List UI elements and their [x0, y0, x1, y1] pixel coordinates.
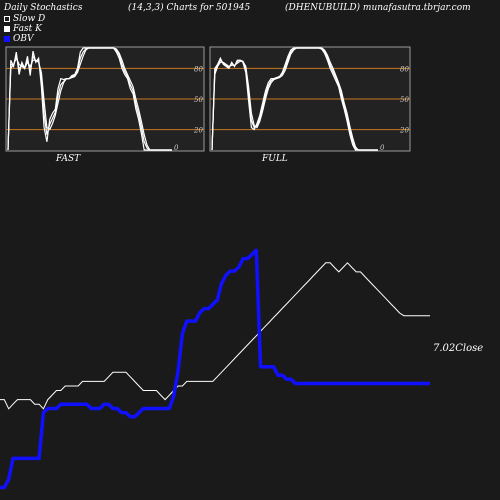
full-series-line-2 — [211, 47, 378, 151]
legend-swatch-obv — [4, 36, 10, 42]
fast-series-line-2 — [7, 47, 172, 151]
chart-params: (14,3,3) Charts for 501945 — [128, 3, 251, 13]
close-annotation: 7.02Close — [433, 343, 483, 354]
chart-source: (DHENUBUILD) munafasutra.tbrjar.com — [285, 3, 471, 13]
panel-title-fast: FAST — [56, 154, 81, 164]
legend-item-obv: OBV — [4, 34, 34, 44]
fast-ytick-20: 20 — [193, 127, 203, 135]
legend-label-slow-d: Slow D — [13, 14, 46, 24]
legend-label-obv: OBV — [13, 34, 34, 44]
legend-item-slow-d: Slow D — [4, 14, 45, 24]
legend-swatch-slow-d — [4, 16, 10, 22]
full-ytick-0: 0 — [380, 144, 385, 152]
full-ytick-20: 20 — [399, 127, 409, 135]
obv-line — [0, 248, 430, 490]
legend-item-fast-k: Fast K — [4, 24, 42, 34]
panel-title-full: FULL — [262, 154, 288, 164]
fast-ytick-0: 0 — [174, 144, 179, 152]
fast-ytick-50: 50 — [194, 96, 203, 104]
legend-swatch-fast-k — [4, 26, 10, 32]
full-ytick-50: 50 — [400, 96, 409, 104]
full-ytick-80: 80 — [400, 65, 409, 73]
price-line — [0, 262, 430, 410]
chart-title: Daily Stochastics — [4, 3, 83, 13]
legend-label-fast-k: Fast K — [13, 24, 42, 34]
fast-ytick-80: 80 — [194, 65, 203, 73]
